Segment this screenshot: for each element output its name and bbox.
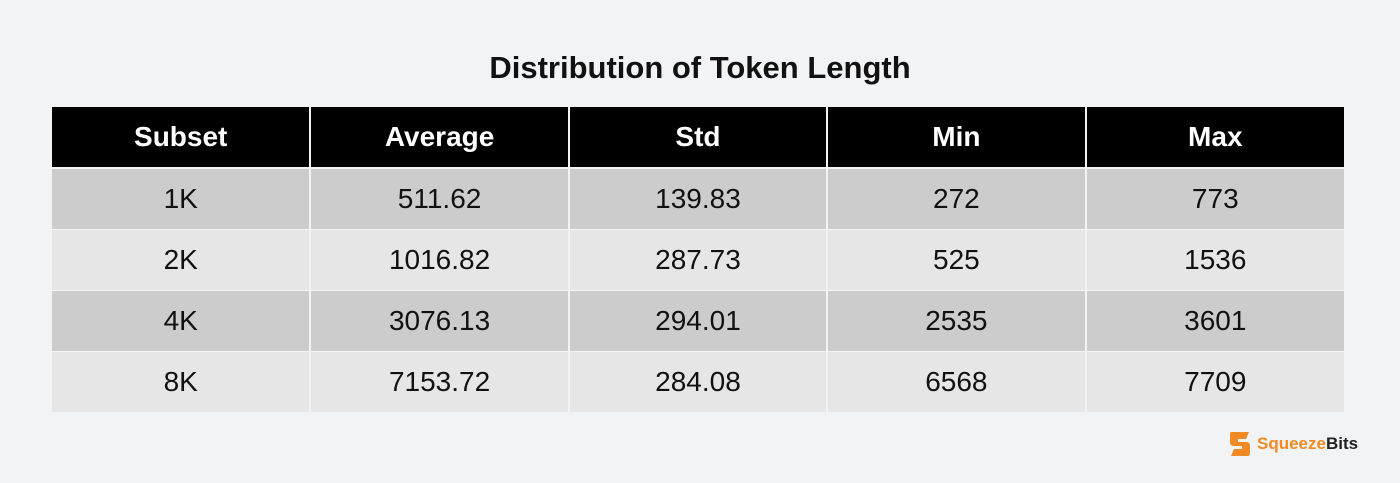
table-cell: 1016.82 bbox=[309, 229, 570, 291]
table-cell: 3076.13 bbox=[309, 290, 570, 352]
table-header: Subset Average Std Min Max bbox=[52, 107, 1344, 169]
table-cell: 6568 bbox=[826, 351, 1087, 412]
table-row: 4K 3076.13 294.01 2535 3601 bbox=[52, 290, 1344, 352]
table-cell: 511.62 bbox=[309, 167, 570, 230]
table-cell: 2535 bbox=[826, 290, 1087, 352]
table-cell: 3601 bbox=[1084, 290, 1344, 352]
table-cell: 8K bbox=[52, 351, 312, 412]
table-cell: 7153.72 bbox=[309, 351, 570, 412]
table-row: 8K 7153.72 284.08 6568 7709 bbox=[52, 351, 1344, 412]
table-cell: 1K bbox=[52, 167, 312, 230]
logo-text: Squeeze bbox=[1257, 434, 1326, 453]
header-cell: Subset bbox=[52, 107, 312, 169]
table-cell: 525 bbox=[826, 229, 1087, 291]
header-cell: Std bbox=[567, 107, 829, 169]
header-cell: Average bbox=[309, 107, 570, 169]
header-cell: Min bbox=[826, 107, 1087, 169]
logo: Squeeze Bits bbox=[1228, 430, 1358, 458]
table-cell: 4K bbox=[52, 290, 312, 352]
table-row: 1K 511.62 139.83 272 773 bbox=[52, 167, 1344, 230]
table-cell: 1536 bbox=[1084, 229, 1344, 291]
table-cell: 287.73 bbox=[567, 229, 829, 291]
header-row: Subset Average Std Min Max bbox=[52, 107, 1344, 169]
title: Distribution of Token Length bbox=[489, 50, 911, 85]
header-cell: Max bbox=[1084, 107, 1344, 169]
table-cell: 7709 bbox=[1084, 351, 1344, 412]
table-body: 1K 511.62 139.83 272 773 2K 1016.82 287.73 525 15… bbox=[52, 167, 1344, 412]
logo-text: Bits bbox=[1325, 434, 1359, 453]
table-cell: 139.83 bbox=[567, 167, 829, 230]
table-row: 2K 1016.82 287.73 525 1536 bbox=[52, 229, 1344, 291]
table-cell: 284.08 bbox=[567, 351, 829, 412]
table-cell: 773 bbox=[1084, 167, 1344, 230]
data-table: Subset Average Std Min Max 1K 511.62 139.83 272… bbox=[52, 107, 1344, 412]
table-cell: 2K bbox=[52, 229, 312, 291]
logo-icon bbox=[1230, 432, 1250, 456]
table-cell: 272 bbox=[826, 167, 1087, 230]
table-cell: 294.01 bbox=[567, 290, 829, 352]
